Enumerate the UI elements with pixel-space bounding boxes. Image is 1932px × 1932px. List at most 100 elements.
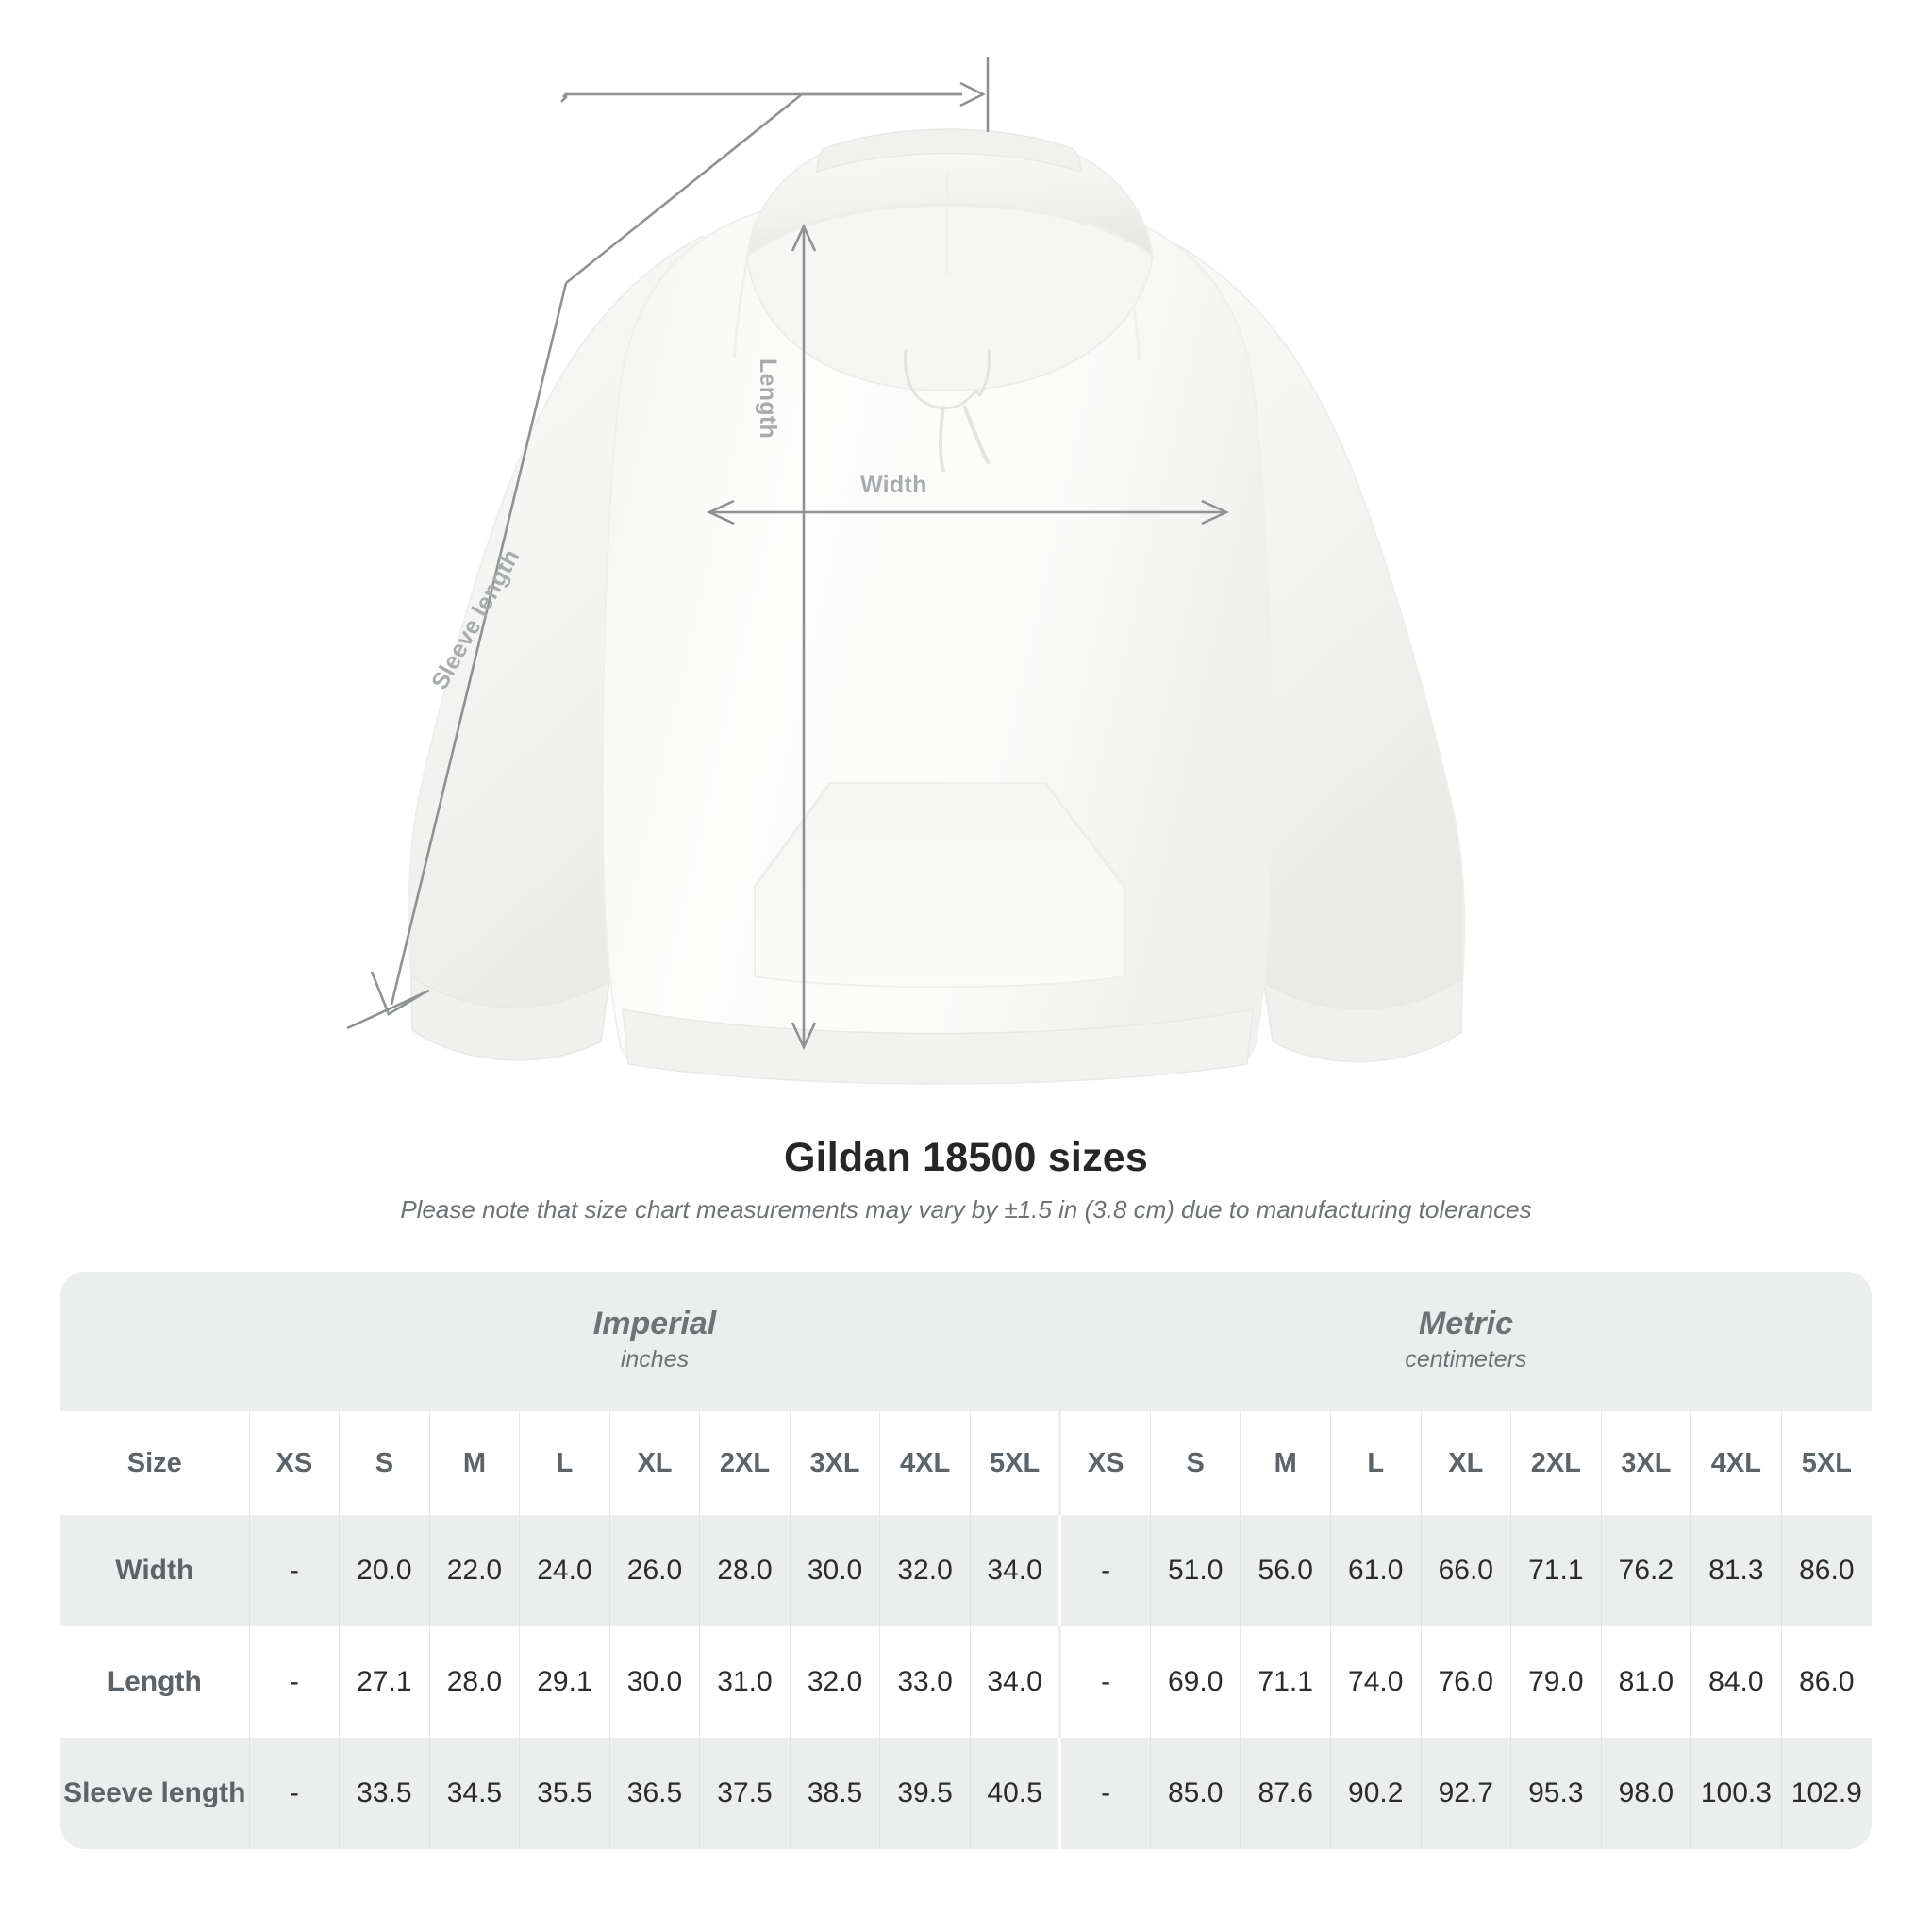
table-header-size-metric-xl: XL xyxy=(1420,1411,1511,1515)
cell-sleeve-length-metric-s: 85.0 xyxy=(1149,1738,1241,1849)
cell-length-imperial-2xl: 31.0 xyxy=(699,1626,791,1738)
cell-sleeve-length-imperial-4xl: 39.5 xyxy=(879,1738,971,1849)
cell-sleeve-length-imperial-3xl: 38.5 xyxy=(789,1738,880,1849)
table-header-size-metric-4xl: 4XL xyxy=(1690,1411,1782,1515)
table-row: Width -20.0 22.0 24.0 26.0 28.0 30.0 32.0 34.0-5… xyxy=(60,1515,1872,1626)
width-arrow xyxy=(706,499,1230,525)
size-table-body: Width -20.0 22.0 24.0 26.0 28.0 30.0 32.0 34.0-5… xyxy=(60,1515,1872,1849)
cell-length-imperial-4xl: 33.0 xyxy=(879,1626,971,1738)
cell-sleeve-length-imperial-l: 35.5 xyxy=(519,1738,610,1849)
row-label-sleeve-length: Sleeve length xyxy=(60,1738,250,1849)
cell-sleeve-length-metric-5xl: 102.9 xyxy=(1780,1738,1872,1849)
table-header-size-metric-3xl: 3XL xyxy=(1600,1411,1691,1515)
table-header-size-metric-l: L xyxy=(1329,1411,1422,1515)
cell-length-metric-s: 69.0 xyxy=(1149,1626,1241,1738)
cell-width-imperial-5xl: 34.0 xyxy=(969,1515,1060,1626)
table-header-size-imperial-xl: XL xyxy=(608,1411,700,1515)
sleeve-length-arrow-group xyxy=(346,92,962,1030)
table-header-size-imperial-xs: XS xyxy=(248,1411,340,1515)
cell-sleeve-length-imperial-s: 33.5 xyxy=(339,1738,430,1849)
cell-length-imperial-s: 27.1 xyxy=(339,1626,430,1738)
cell-sleeve-length-metric-3xl: 98.0 xyxy=(1600,1738,1691,1849)
table-row: Length -27.1 28.0 29.1 30.0 31.0 32.0 33.0 34.0-… xyxy=(60,1626,1872,1738)
cell-width-imperial-xs: - xyxy=(248,1515,340,1626)
length-dimension-label: Length xyxy=(755,358,781,440)
cell-width-metric-s: 51.0 xyxy=(1149,1515,1241,1626)
table-header-size-imperial-m: M xyxy=(428,1411,520,1515)
cell-sleeve-length-imperial-5xl: 40.5 xyxy=(969,1738,1060,1849)
page-title: Gildan 18500 sizes xyxy=(783,1135,1149,1180)
table-header-size-imperial-l: L xyxy=(519,1411,610,1515)
unit-band-row: Imperial inches Metric centimeters xyxy=(60,1272,1872,1411)
table-header-size-imperial-2xl: 2XL xyxy=(699,1411,791,1515)
cell-sleeve-length-metric-4xl: 100.3 xyxy=(1690,1738,1782,1849)
unit-band-spacer xyxy=(60,1272,250,1411)
cell-sleeve-length-metric-xl: 92.7 xyxy=(1420,1738,1511,1849)
cell-length-metric-2xl: 79.0 xyxy=(1510,1626,1602,1738)
cell-width-imperial-xl: 26.0 xyxy=(608,1515,700,1626)
cell-length-metric-m: 71.1 xyxy=(1240,1626,1331,1738)
table-header-size-metric-2xl: 2XL xyxy=(1510,1411,1602,1515)
cell-length-imperial-xs: - xyxy=(248,1626,340,1738)
cell-length-metric-xs: - xyxy=(1058,1626,1151,1738)
size-table-container: Imperial inches Metric centimeters Size X… xyxy=(60,1272,1872,1849)
cell-width-metric-5xl: 86.0 xyxy=(1780,1515,1872,1626)
table-header-row: Size XS S M L XL 2XL 3XL 4XL 5XL XS S M L XL 2XL 3XL 4XL 5… xyxy=(60,1411,1872,1515)
table-header-size-imperial-4xl: 4XL xyxy=(879,1411,971,1515)
cell-length-metric-3xl: 81.0 xyxy=(1600,1626,1691,1738)
cell-width-metric-m: 56.0 xyxy=(1240,1515,1331,1626)
table-header-size-imperial-3xl: 3XL xyxy=(789,1411,880,1515)
table-header-size-label: Size xyxy=(60,1411,250,1515)
cell-sleeve-length-metric-xs: - xyxy=(1058,1738,1151,1849)
cell-width-metric-2xl: 71.1 xyxy=(1510,1515,1602,1626)
cell-width-metric-xl: 66.0 xyxy=(1420,1515,1511,1626)
row-label-length: Length xyxy=(60,1626,250,1738)
cell-width-imperial-l: 24.0 xyxy=(519,1515,610,1626)
unit-metric-sub: centimeters xyxy=(1405,1346,1527,1374)
cell-width-imperial-m: 22.0 xyxy=(428,1515,520,1626)
cell-length-imperial-5xl: 34.0 xyxy=(969,1626,1060,1738)
table-header-size-metric-s: S xyxy=(1149,1411,1241,1515)
cell-sleeve-length-metric-l: 90.2 xyxy=(1329,1738,1422,1849)
tolerance-note: Please note that size chart measurements… xyxy=(400,1195,1532,1224)
cell-width-imperial-3xl: 30.0 xyxy=(789,1515,880,1626)
cell-width-metric-4xl: 81.3 xyxy=(1690,1515,1782,1626)
cell-length-imperial-m: 28.0 xyxy=(428,1626,520,1738)
unit-imperial-name: Imperial xyxy=(592,1306,717,1342)
unit-group-metric: Metric centimeters xyxy=(1059,1272,1872,1411)
cell-sleeve-length-metric-2xl: 95.3 xyxy=(1510,1738,1602,1849)
cell-width-imperial-s: 20.0 xyxy=(339,1515,430,1626)
cell-width-imperial-4xl: 32.0 xyxy=(879,1515,971,1626)
table-header-size-imperial-s: S xyxy=(339,1411,430,1515)
garment-diagram: Length Width Sleeve length xyxy=(346,57,1466,1085)
cell-width-metric-xs: - xyxy=(1058,1515,1151,1626)
cell-sleeve-length-imperial-m: 34.5 xyxy=(428,1738,520,1849)
cell-length-imperial-3xl: 32.0 xyxy=(789,1626,880,1738)
cell-sleeve-length-imperial-xs: - xyxy=(248,1738,340,1849)
cell-sleeve-length-imperial-2xl: 37.5 xyxy=(699,1738,791,1849)
cell-length-metric-4xl: 84.0 xyxy=(1690,1626,1782,1738)
length-arrow xyxy=(791,223,817,1051)
cell-length-metric-xl: 76.0 xyxy=(1420,1626,1511,1738)
width-dimension-label: Width xyxy=(860,472,927,498)
cell-length-imperial-xl: 30.0 xyxy=(608,1626,700,1738)
cell-sleeve-length-imperial-xl: 36.5 xyxy=(608,1738,700,1849)
row-label-width: Width xyxy=(60,1515,250,1626)
hoodie-illustration xyxy=(346,57,1466,1085)
cell-length-metric-l: 74.0 xyxy=(1329,1626,1422,1738)
cell-sleeve-length-metric-m: 87.6 xyxy=(1240,1738,1331,1849)
table-header-size-metric-xs: XS xyxy=(1058,1411,1151,1515)
cell-width-metric-l: 61.0 xyxy=(1329,1515,1422,1626)
table-header-size-imperial-5xl: 5XL xyxy=(969,1411,1060,1515)
cell-length-imperial-l: 29.1 xyxy=(519,1626,610,1738)
unit-group-imperial: Imperial inches xyxy=(249,1272,1060,1411)
table-header-size-metric-m: M xyxy=(1240,1411,1331,1515)
table-header-size-metric-5xl: 5XL xyxy=(1780,1411,1872,1515)
cell-width-metric-3xl: 76.2 xyxy=(1600,1515,1691,1626)
unit-metric-name: Metric xyxy=(1418,1306,1514,1342)
cell-length-metric-5xl: 86.0 xyxy=(1780,1626,1872,1738)
size-table: Imperial inches Metric centimeters Size X… xyxy=(60,1272,1872,1849)
unit-imperial-sub: inches xyxy=(620,1346,690,1374)
table-row: Sleeve length -33.5 34.5 35.5 36.5 37.5 38.5 39… xyxy=(60,1738,1872,1849)
